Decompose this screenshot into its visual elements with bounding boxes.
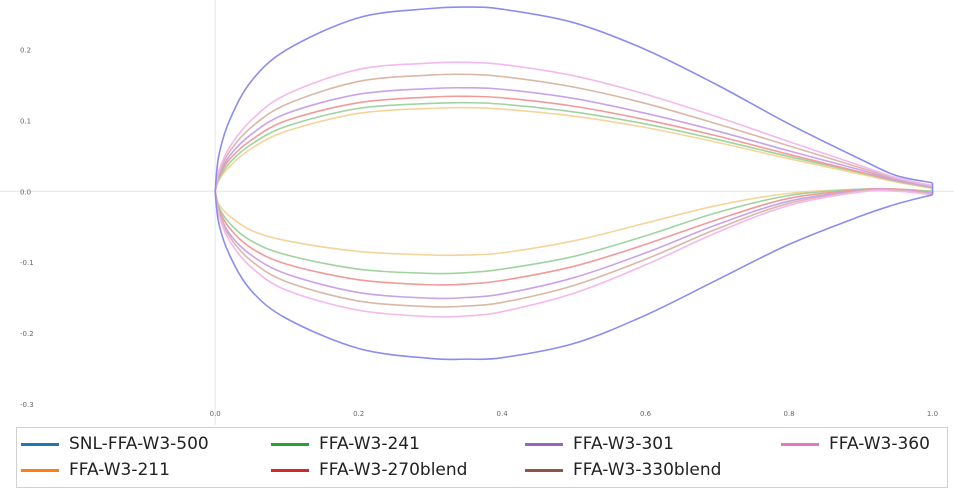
series-line-snl-ffa-w3-500-upper	[214, 6, 933, 192]
legend-label: FFA-W3-360	[829, 434, 930, 454]
series-line-ffa-w3-241-upper	[214, 101, 933, 192]
series-line-ffa-w3-270blend-upper	[214, 95, 933, 192]
legend-item-ffa-w3-211[interactable]: FFA-W3-211	[21, 459, 170, 481]
series-line-ffa-w3-301-upper	[214, 86, 933, 192]
x-tick-label: 0.8	[783, 410, 794, 418]
series-line-ffa-w3-211-upper	[214, 106, 933, 192]
legend-swatch	[21, 442, 59, 446]
legend-label: FFA-W3-211	[69, 460, 170, 480]
x-tick-label: 0.2	[353, 410, 364, 418]
legend: SNL-FFA-W3-500 FFA-W3-241 FFA-W3-301 FFA…	[16, 427, 948, 488]
legend-swatch	[525, 468, 563, 472]
y-tick-label: -0.2	[20, 330, 34, 338]
chart-area: 0.0 0.2 0.4 0.6 0.8 1.0 0.2 0.1 0.0 -0.1 -0.2 -0.3	[0, 0, 954, 425]
series-line-ffa-w3-360-lower	[214, 189, 933, 318]
y-tick-label: 0.2	[20, 47, 31, 55]
y-tick-label: -0.1	[20, 259, 34, 267]
x-tick-label: 0.0	[210, 410, 221, 418]
x-tick-label: 1.0	[927, 410, 938, 418]
legend-label: FFA-W3-301	[573, 434, 674, 454]
y-tick-label: -0.3	[20, 401, 34, 409]
legend-label: FFA-W3-241	[319, 434, 420, 454]
series-line-snl-ffa-w3-500-lower	[214, 191, 933, 361]
legend-label: FFA-W3-330blend	[573, 460, 722, 480]
x-tick-label: 0.6	[640, 410, 652, 418]
legend-item-snl-ffa-w3-500[interactable]: SNL-FFA-W3-500	[21, 433, 209, 455]
airfoil-plot: 0.0 0.2 0.4 0.6 0.8 1.0 0.2 0.1 0.0 -0.1 -0.2 -0.3	[0, 0, 954, 425]
legend-swatch	[781, 442, 819, 446]
legend-item-ffa-w3-330blend[interactable]: FFA-W3-330blend	[525, 459, 721, 481]
y-tick-label: 0.1	[20, 117, 31, 125]
legend-swatch	[271, 442, 309, 446]
x-tick-label: 0.4	[497, 410, 509, 418]
series-line-ffa-w3-301-lower	[214, 188, 933, 300]
legend-swatch	[271, 468, 309, 472]
legend-label: SNL-FFA-W3-500	[69, 434, 209, 454]
series-line-ffa-w3-330blend-lower	[214, 189, 933, 308]
series-line-ffa-w3-360-upper	[214, 61, 933, 192]
y-tick-label: 0.0	[20, 188, 31, 196]
legend-item-ffa-w3-360[interactable]: FFA-W3-360	[781, 433, 930, 455]
legend-item-ffa-w3-241[interactable]: FFA-W3-241	[271, 433, 420, 455]
legend-item-ffa-w3-301[interactable]: FFA-W3-301	[525, 433, 674, 455]
legend-item-ffa-w3-270blend[interactable]: FFA-W3-270blend	[271, 459, 467, 481]
series-line-ffa-w3-211-lower	[214, 187, 933, 257]
series-line-ffa-w3-241-lower	[214, 187, 933, 275]
series-line-ffa-w3-330blend-upper	[214, 73, 933, 192]
legend-label: FFA-W3-270blend	[319, 460, 468, 480]
legend-swatch	[21, 468, 59, 472]
legend-swatch	[525, 442, 563, 446]
series-line-ffa-w3-270blend-lower	[214, 187, 933, 286]
